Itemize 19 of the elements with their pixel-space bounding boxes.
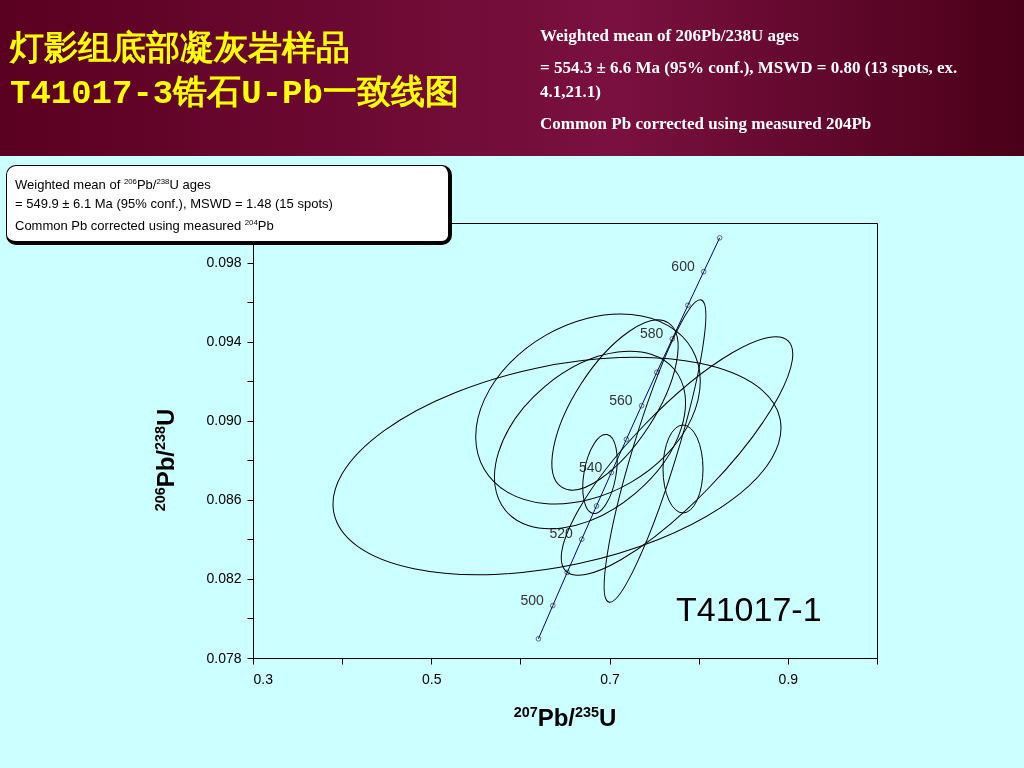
chart-title: 灯影组底部凝灰岩样品 T41017-3锆石U-Pb一致线图 [10, 28, 459, 115]
y-tick-label: 0.086 [206, 491, 242, 508]
annotation: T41017-1 [676, 590, 822, 629]
y-tick-label: 0.090 [206, 412, 242, 429]
annotation: 600 [671, 257, 695, 274]
y-tick-label: 0.082 [206, 570, 242, 587]
y-tick-label: 0.094 [206, 333, 242, 350]
text-box: Weighted mean of $^{206}$Pb/$^{238}$U ages = 549.9 ± 6.1 Ma (95% conf.), MSWD = 1.48 (15 spots) Common Pb corrected using measured $^{204}$Pb [6, 165, 452, 245]
y-tick-label: 0.098 [206, 254, 242, 271]
annotation: 580 [639, 324, 664, 341]
annotation: 500 [520, 591, 544, 608]
annotation: 560 [609, 391, 633, 408]
x-axis-title: $^{207}$Pb/$^{235}$U [512, 704, 618, 732]
chart-subtitle: Weighted mean of 206Pb/238U ages = 554.3 ± 6.6 Ma (95% conf.), MSWD = 0.80 (13 spots, ex. 4.1,21.1) Common Pb corrected using measured 204Pb [540, 25, 959, 135]
x-tick-label: 0.3 [253, 670, 274, 687]
x-tick-label: 0.9 [778, 670, 799, 687]
x-tick-label: 0.7 [600, 670, 621, 687]
y-tick-label: 0.078 [206, 649, 242, 666]
x-tick-label: 0.5 [422, 670, 442, 687]
